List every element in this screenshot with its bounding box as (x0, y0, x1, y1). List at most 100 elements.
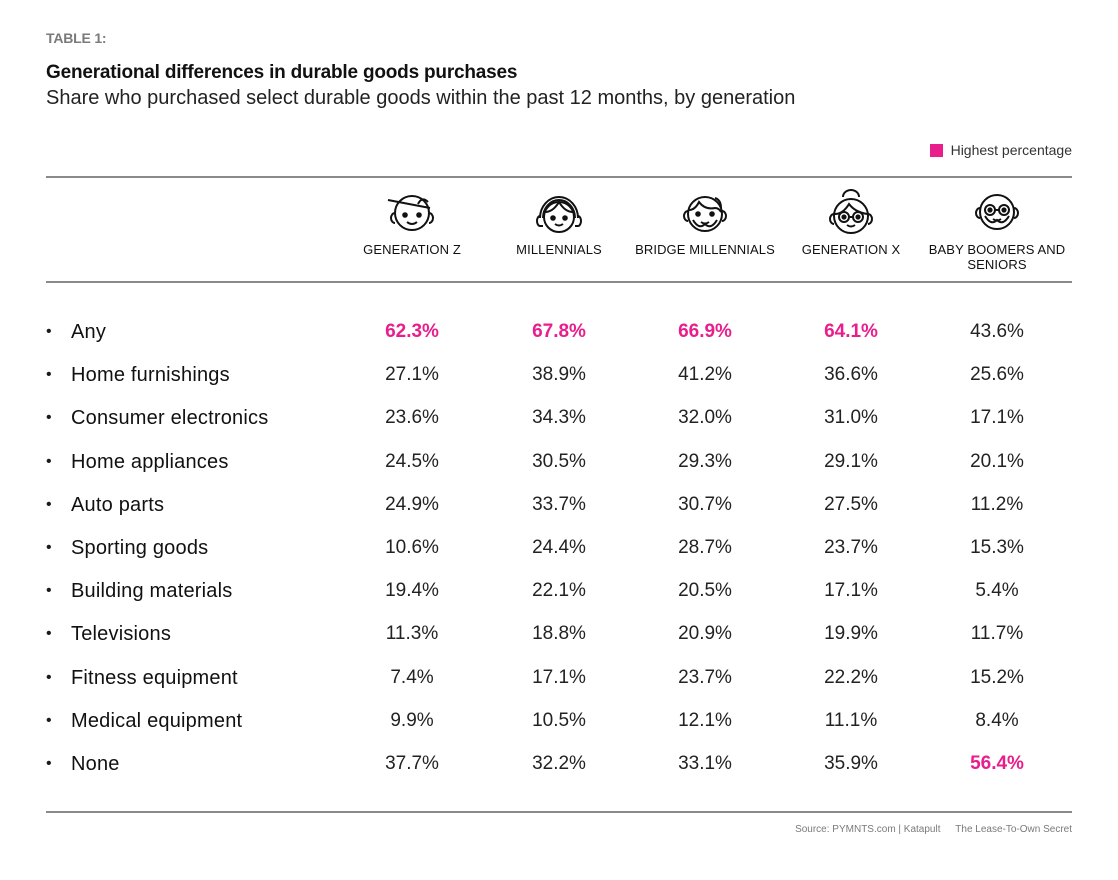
row-label: Home appliances (71, 450, 229, 473)
table-row: • None 37.7% 32.2% 33.1% 35.9% 56.4% (0, 754, 1118, 797)
column-header-gen-z: GENERATION Z (339, 186, 485, 257)
data-cell: 19.9% (824, 623, 878, 645)
bullet-icon: • (46, 625, 52, 643)
data-cell: 24.5% (385, 450, 439, 472)
data-cell: 11.1% (824, 709, 878, 731)
boomer-face-icon (975, 194, 1019, 230)
row-label: Home furnishings (71, 364, 230, 387)
data-cell: 32.0% (678, 407, 732, 429)
chart-subtitle: Share who purchased select durable goods… (46, 87, 796, 109)
data-cell: 20.1% (970, 450, 1024, 472)
data-cell: 15.3% (970, 537, 1024, 558)
bridge-millennial-face-icon (683, 196, 727, 232)
row-label: Fitness equipment (71, 666, 238, 689)
table-row: • Home furnishings 27.1% 38.9% 41.2% 36.6% 25.… (0, 365, 1118, 408)
bullet-icon: • (46, 668, 52, 686)
table-row: • Medical equipment 9.9% 10.5% 12.1% 11.1% 8.4… (0, 709, 1118, 754)
bullet-icon: • (46, 711, 52, 729)
data-cell: 33.1% (678, 753, 732, 774)
data-cell: 32.2% (532, 753, 586, 774)
data-cell: 22.1% (532, 580, 586, 602)
bullet-icon: • (46, 539, 52, 556)
data-cell: 18.8% (532, 623, 586, 645)
table-row: • Fitness equipment 7.4% 17.1% 23.7% 22.2% 15.… (0, 666, 1118, 711)
data-cell: 23.6% (385, 407, 439, 429)
data-cell: 33.7% (532, 493, 586, 515)
data-cell: 10.5% (532, 709, 586, 731)
row-label: Auto parts (71, 493, 165, 516)
data-cell: 17.1% (970, 407, 1024, 429)
top-divider (46, 176, 1072, 178)
data-cell: 23.7% (824, 537, 878, 558)
data-cell: 30.5% (532, 450, 586, 472)
data-cell: 11.3% (385, 623, 439, 645)
data-cell: 28.7% (678, 537, 732, 558)
data-cell: 41.2% (678, 364, 732, 386)
header-divider (46, 281, 1072, 283)
column-label: BRIDGE MILLENNIALS (635, 242, 775, 257)
bullet-icon: • (46, 755, 52, 772)
bottom-divider (46, 811, 1072, 813)
column-header-boomers: BABY BOOMERS AND SENIORS (924, 186, 1070, 272)
data-cell: 20.5% (678, 580, 732, 602)
row-label: Consumer electronics (71, 407, 269, 430)
data-cell: 11.2% (970, 493, 1024, 515)
column-label: BABY BOOMERS AND SENIORS (928, 242, 1066, 272)
data-cell: 29.3% (678, 450, 732, 472)
data-cell: 38.9% (532, 364, 586, 386)
bullet-icon: • (46, 366, 52, 384)
table-row: • Building materials 19.4% 22.1% 20.5% 17.1% 5… (0, 581, 1118, 624)
data-cell-highest: 62.3% (385, 321, 439, 342)
table-row: • Home appliances 24.5% 30.5% 29.3% 29.1% 20.1… (0, 450, 1118, 495)
data-cell: 12.1% (678, 709, 732, 731)
column-header-bridge-millennials: BRIDGE MILLENNIALS (632, 186, 778, 257)
source-text: Source: PYMNTS.com | Katapult (795, 824, 941, 835)
data-cell: 22.2% (824, 666, 878, 688)
data-cell-highest: 66.9% (678, 321, 732, 342)
data-cell: 17.1% (824, 580, 878, 602)
data-cell: 17.1% (532, 666, 586, 688)
column-label: MILLENNIALS (516, 242, 602, 257)
data-cell-highest: 67.8% (532, 321, 586, 342)
data-cell: 37.7% (385, 753, 439, 774)
table-row: • Consumer electronics 23.6% 34.3% 32.0% 31.0… (0, 408, 1118, 451)
legend-swatch-highest (929, 143, 943, 157)
data-cell: 31.0% (824, 407, 878, 429)
row-label: Any (71, 321, 107, 343)
table-row: • Any 62.3% 67.8% 66.9% 64.1% 43.6% (0, 322, 1118, 365)
report-title: The Lease-To-Own Secret (955, 824, 1072, 835)
gen-z-face-icon (387, 195, 434, 231)
data-cell: 10.6% (385, 537, 439, 558)
data-cell: 20.9% (678, 623, 732, 645)
data-cell: 24.9% (385, 493, 439, 515)
data-cell: 35.9% (824, 753, 878, 774)
bullet-icon: • (46, 323, 52, 340)
data-cell: 34.3% (532, 407, 586, 429)
table-row: • Televisions 11.3% 18.8% 20.9% 19.9% 11.7% (0, 624, 1118, 667)
data-cell: 25.6% (970, 364, 1024, 386)
bullet-icon: • (46, 409, 52, 427)
gen-x-face-icon (829, 189, 873, 234)
data-cell: 36.6% (824, 364, 878, 386)
data-cell: 43.6% (970, 321, 1024, 342)
bullet-icon: • (46, 582, 52, 600)
row-label: None (71, 753, 120, 775)
data-cell: 30.7% (678, 493, 732, 515)
bullet-icon: • (46, 495, 52, 513)
data-cell-highest: 56.4% (970, 753, 1024, 774)
data-cell: 15.2% (970, 666, 1024, 688)
data-cell: 9.9% (390, 709, 434, 731)
table-number-label: TABLE 1: (46, 30, 107, 46)
row-label: Televisions (71, 623, 172, 646)
data-cell: 5.4% (975, 580, 1019, 602)
data-cell: 27.5% (824, 493, 878, 515)
chart-title: Generational differences in durable good… (46, 62, 518, 83)
data-cell-highest: 64.1% (824, 321, 878, 342)
data-cell: 24.4% (532, 537, 586, 558)
data-cell: 8.4% (975, 709, 1019, 731)
data-cell: 27.1% (385, 364, 439, 386)
legend: Highest percentage (929, 142, 1072, 158)
bullet-icon: • (46, 452, 52, 470)
column-label: GENERATION Z (363, 242, 461, 257)
data-cell: 23.7% (678, 666, 732, 688)
